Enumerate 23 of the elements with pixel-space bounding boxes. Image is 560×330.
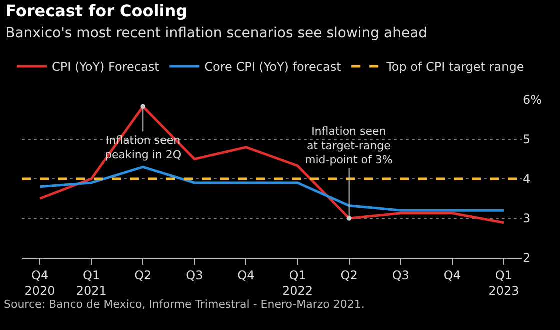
y-tick-label: 6% [523,93,542,108]
legend-label: Top of CPI target range [386,60,524,74]
x-tick-label: Q2 [340,268,358,282]
x-tick-label: Q2 [134,268,152,282]
y-tick-label: 5 [523,132,531,147]
x-tick-label: Q4 [444,268,461,282]
chart-subtitle: Banxico's most recent inflation scenarios see slowing ahead [6,25,428,42]
x-tick-label: Q1 2022 [282,268,314,298]
x-tick-label: Q4 2020 [24,268,56,298]
chart-title: Forecast for Cooling [6,2,188,20]
x-tick-label: Q3 [186,268,204,282]
y-tick-label: 2 [523,251,531,266]
legend-label: CPI (YoY) Forecast [52,60,160,74]
legend-label: Core CPI (YoY) forecast [204,60,342,74]
y-tick-label: 4 [523,172,531,186]
x-tick-label: Q1 2023 [488,268,520,298]
x-tick-label: Q4 [238,268,255,282]
source-note: Source: Banco de Mexico, Informe Trimestral - Enero-Marzo 2021. [4,298,365,311]
x-tick-label: Q3 [392,268,410,282]
x-tick-label: Q1 2021 [76,268,107,298]
annotation: Inflation seen at target-range mid-point of 3% [305,125,393,167]
y-tick-label: 3 [523,212,531,226]
line-series [38,166,506,212]
